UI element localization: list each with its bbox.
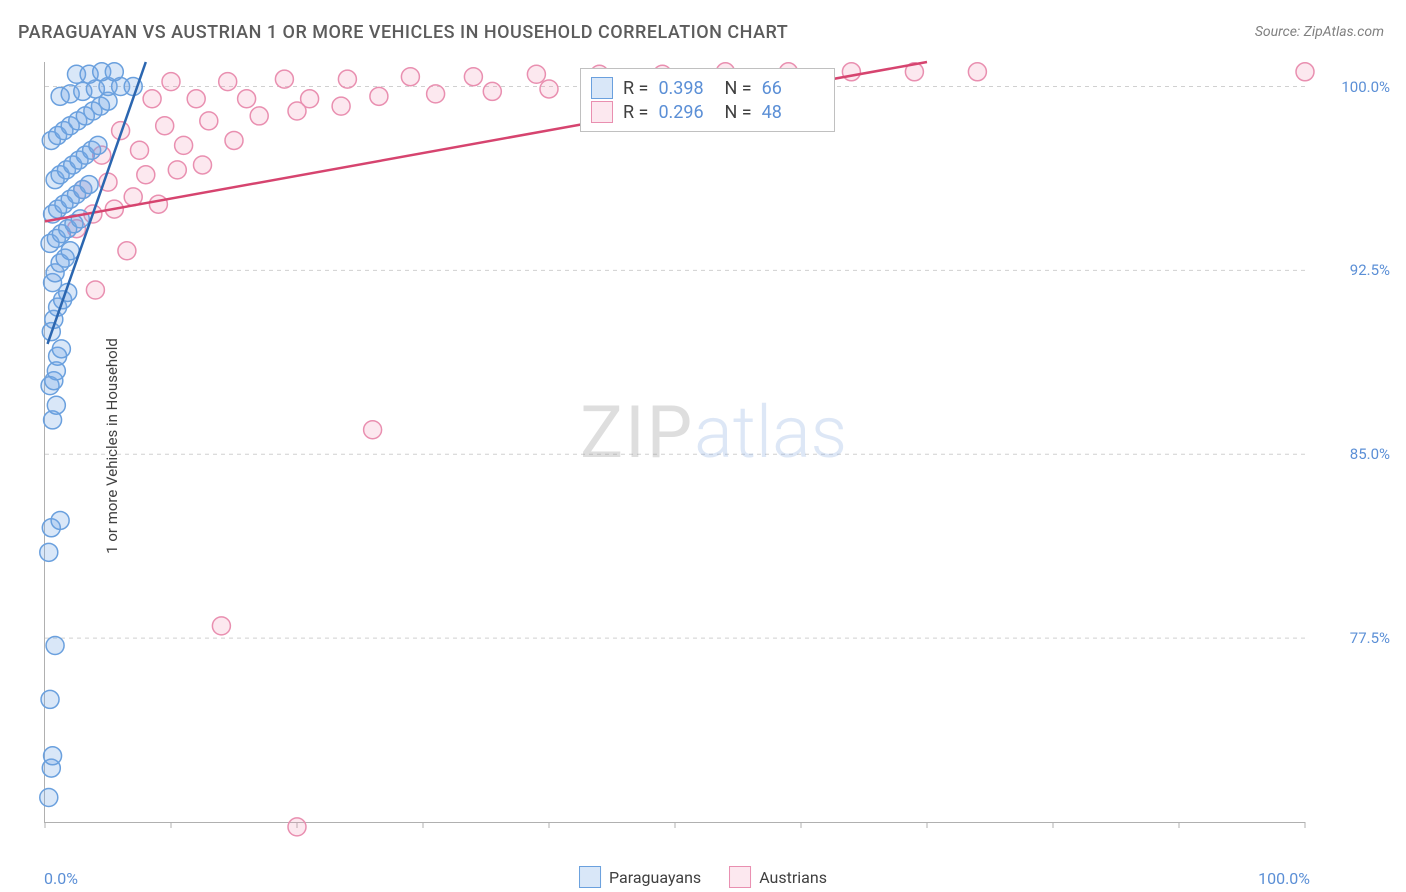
x-range-min: 0.0% [44, 869, 78, 888]
r-label: R = [623, 102, 648, 123]
n-value-paraguayans: 66 [762, 78, 818, 99]
chart-plot-area [44, 62, 1305, 823]
legend-item-paraguayans: Paraguayans [579, 866, 701, 888]
y-tick-label: 92.5% [1350, 261, 1390, 279]
correlation-row-paraguayans: R = 0.398 N = 66 [591, 77, 818, 99]
scatter-svg [45, 62, 1305, 822]
swatch-austrians [729, 866, 751, 888]
y-tick-label: 85.0% [1350, 445, 1390, 463]
n-label: N = [724, 102, 751, 123]
source-attribution: Source: ZipAtlas.com [1255, 24, 1384, 40]
x-range-max: 100.0% [1258, 869, 1310, 888]
series-legend: Paraguayans Austrians [579, 866, 827, 888]
r-value-paraguayans: 0.398 [658, 78, 714, 99]
n-label: N = [724, 78, 751, 99]
correlation-legend: R = 0.398 N = 66 R = 0.296 N = 48 [580, 68, 835, 132]
correlation-row-austrians: R = 0.296 N = 48 [591, 101, 818, 123]
legend-label-austrians: Austrians [759, 868, 827, 887]
legend-item-austrians: Austrians [729, 866, 827, 888]
swatch-austrians [591, 101, 613, 123]
swatch-paraguayans [579, 866, 601, 888]
r-label: R = [623, 78, 648, 99]
n-value-austrians: 48 [762, 102, 818, 123]
legend-label-paraguayans: Paraguayans [609, 868, 701, 887]
r-value-austrians: 0.296 [658, 102, 714, 123]
chart-title: PARAGUAYAN VS AUSTRIAN 1 OR MORE VEHICLE… [18, 22, 788, 43]
y-tick-label: 100.0% [1341, 78, 1390, 96]
swatch-paraguayans [591, 77, 613, 99]
y-tick-label: 77.5% [1350, 629, 1390, 647]
